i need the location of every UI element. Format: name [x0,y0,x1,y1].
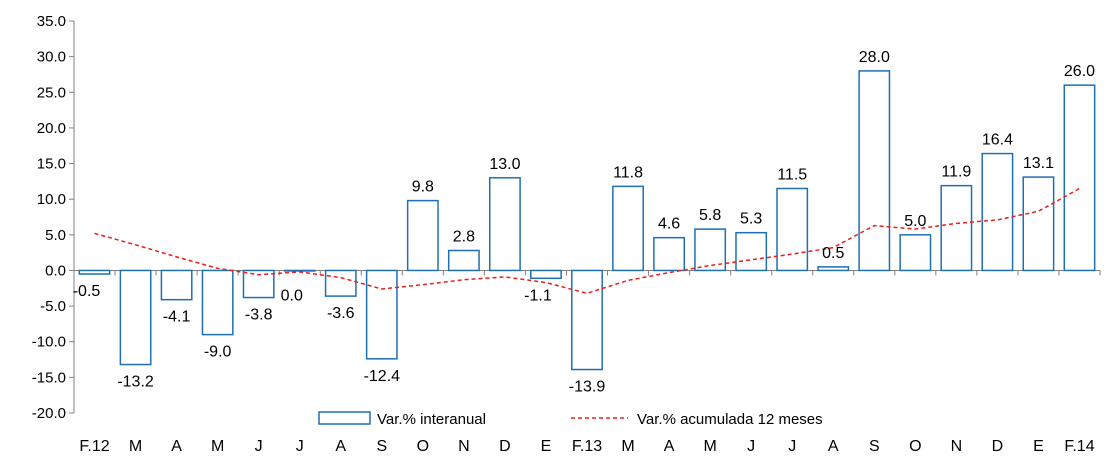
data-label: 0.0 [281,287,303,304]
x-tick-label: N [951,438,963,455]
bar [78,269,111,275]
bar [694,228,727,272]
x-tick-label: J [296,438,304,455]
x-tick-label: J [255,438,263,455]
data-label: 16.4 [982,132,1013,149]
x-tick-label: F.14 [1064,438,1094,455]
data-label: 5.8 [699,207,721,224]
bar [447,249,480,272]
y-tick-label: 20.0 [37,120,66,137]
data-label: -13.9 [569,379,606,396]
bar [406,199,439,272]
bar [1063,84,1096,272]
data-label: 5.0 [904,213,926,230]
x-tick-label: D [499,438,511,455]
legend-label-line: Var.% acumulada 12 meses [637,411,823,428]
bar [119,269,152,366]
x-tick-label: A [664,438,675,455]
data-label: 4.6 [658,216,680,233]
bar [1022,176,1055,272]
data-label: 11.9 [941,164,971,181]
x-tick-label: A [828,438,839,455]
y-tick-label: 0.0 [45,262,66,279]
bar [324,269,357,297]
x-tick-label: N [458,438,470,455]
data-label: 9.8 [412,179,434,196]
data-labels: -0.5 -13.2 -4.1 -9.0 -3.8 0.0 -3.6 -12.4 9.8 2.8 1… [73,49,1095,396]
data-label: 13.0 [489,156,520,173]
bar [160,269,193,301]
bar [653,236,686,272]
y-tick-label: -15.0 [32,369,66,386]
bars [78,70,1096,371]
x-tick-label: J [788,438,796,455]
bar [365,269,398,360]
x-tick-label: S [376,438,387,455]
y-tick-label: 5.0 [45,227,66,244]
bar [612,185,644,272]
y-tick-label: 35.0 [37,13,66,30]
data-label: -1.1 [524,287,552,304]
bar [899,234,932,272]
data-label: 28.0 [859,49,890,66]
data-label: 11.8 [613,164,643,181]
bar [776,187,809,272]
x-tick-label: A [335,438,346,455]
x-tick-label: D [992,438,1004,455]
bar [735,231,768,272]
y-tick-label: -5.0 [40,298,66,315]
legend: Var.% interanual Var.% acumulada 12 mese… [318,411,823,428]
data-label: 5.3 [740,211,762,228]
bar [858,70,891,272]
x-tick-label: A [171,438,182,455]
x-tick-label: E [1033,438,1044,455]
bar [530,269,562,280]
x-tick-label: M [129,438,142,455]
data-label: -3.6 [327,305,355,322]
x-tick-label: M [211,438,224,455]
bar [571,269,603,371]
data-label: -0.5 [73,283,101,300]
data-label: 2.8 [453,228,475,245]
data-label: -12.4 [364,368,401,385]
data-label: -9.0 [204,344,232,361]
data-label: -3.8 [245,307,273,324]
legend-swatch-bar [318,411,371,425]
y-tick-label: -20.0 [32,405,66,422]
data-label: -13.2 [117,374,154,391]
x-tick-label: O [417,438,429,455]
data-label: 11.5 [777,166,807,183]
y-tick-label: -10.0 [32,334,66,351]
y-tick-label: 15.0 [37,156,66,173]
line-series [94,187,1080,295]
legend-label-bar: Var.% interanual [377,411,486,428]
data-label: 26.0 [1064,63,1095,80]
y-axis: 35.0 30.0 25.0 20.0 15.0 10.0 5.0 0.0 -5.0 -10.0 -… [32,13,75,422]
x-tick-label: F.12 [79,438,109,455]
line-series-path [94,187,1080,295]
x-tick-label: E [541,438,552,455]
y-tick-label: 30.0 [37,49,66,66]
data-label: -4.1 [163,309,191,326]
x-tick-label: M [621,438,634,455]
bar [201,269,234,336]
x-tick-label: M [703,438,716,455]
y-tick-label: 10.0 [37,191,66,208]
data-label: 13.1 [1023,155,1054,172]
bar [488,177,521,272]
x-tick-label: J [747,438,755,455]
bar [817,266,850,272]
x-tick-label: S [869,438,880,455]
bar [981,152,1014,272]
x-tick-label: O [909,438,921,455]
bar [283,269,316,272]
bar [940,184,973,272]
x-tick-label: F.13 [572,438,602,455]
y-tick-label: 25.0 [37,84,66,101]
data-label: 0.5 [822,245,844,262]
